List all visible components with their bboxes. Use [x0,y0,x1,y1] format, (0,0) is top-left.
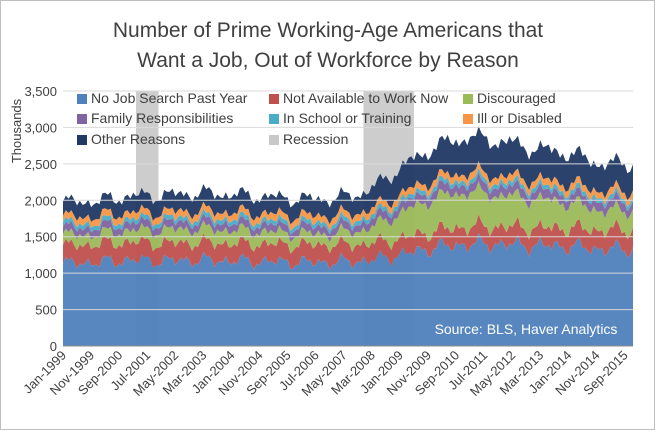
legend-label: In School or Training [283,110,411,126]
area-series-in-school-or-training [63,167,633,235]
area-series-no-job-search-past-year [63,232,633,346]
y-tick-label: 3,000 [24,120,57,135]
source-annotation: Source: BLS, Haver Analytics [435,321,618,337]
legend-swatch [77,94,87,104]
y-tick-label: 500 [35,303,57,318]
legend-label: Discouraged [477,90,556,106]
legend-label: Family Responsibilities [91,110,233,126]
stacked-areas [63,126,633,346]
y-axis-ticks: 0 500 1,000 1,500 2,000 2,500 3,000 3,500 [24,84,57,354]
area-series-ill-or-disabled [63,161,633,231]
legend-swatch [77,114,87,124]
legend-label: Recession [283,131,348,147]
y-tick-label: 1,000 [24,266,57,281]
gridlines [63,90,633,347]
area-series-not-available-to-work-now [63,214,633,270]
legend-swatch [463,114,473,124]
area-series-other-reasons [63,126,633,225]
legend: No Job Search Past Year Not Available to … [77,90,562,147]
y-tick-label: 1,500 [24,230,57,245]
legend-label: Not Available to Work Now [283,90,449,106]
y-tick-label: 2,500 [24,157,57,172]
y-axis-label: Thousands [9,98,24,163]
legend-label: No Job Search Past Year [91,90,248,106]
legend-label: Other Reasons [91,131,185,147]
y-tick-label: 3,500 [24,84,57,99]
legend-swatch [269,94,279,104]
legend-swatch [463,94,473,104]
legend-swatch [77,135,87,145]
area-series-discouraged [63,181,633,254]
legend-swatch [269,114,279,124]
area-series-family-responsibilities [63,172,633,243]
chart-title-line-1: Number of Prime Working-Age Americans th… [113,19,543,42]
legend-swatch [269,135,279,145]
x-axis-ticks: Jan-1999Nov-1999Sep-2000Jul-2001May-2002… [20,348,631,399]
y-tick-label: 0 [50,339,57,354]
legend-label: Ill or Disabled [477,110,562,126]
chart-title-line-2: Want a Job, Out of Workforce by Reason [137,49,519,72]
y-tick-label: 2,000 [24,193,57,208]
